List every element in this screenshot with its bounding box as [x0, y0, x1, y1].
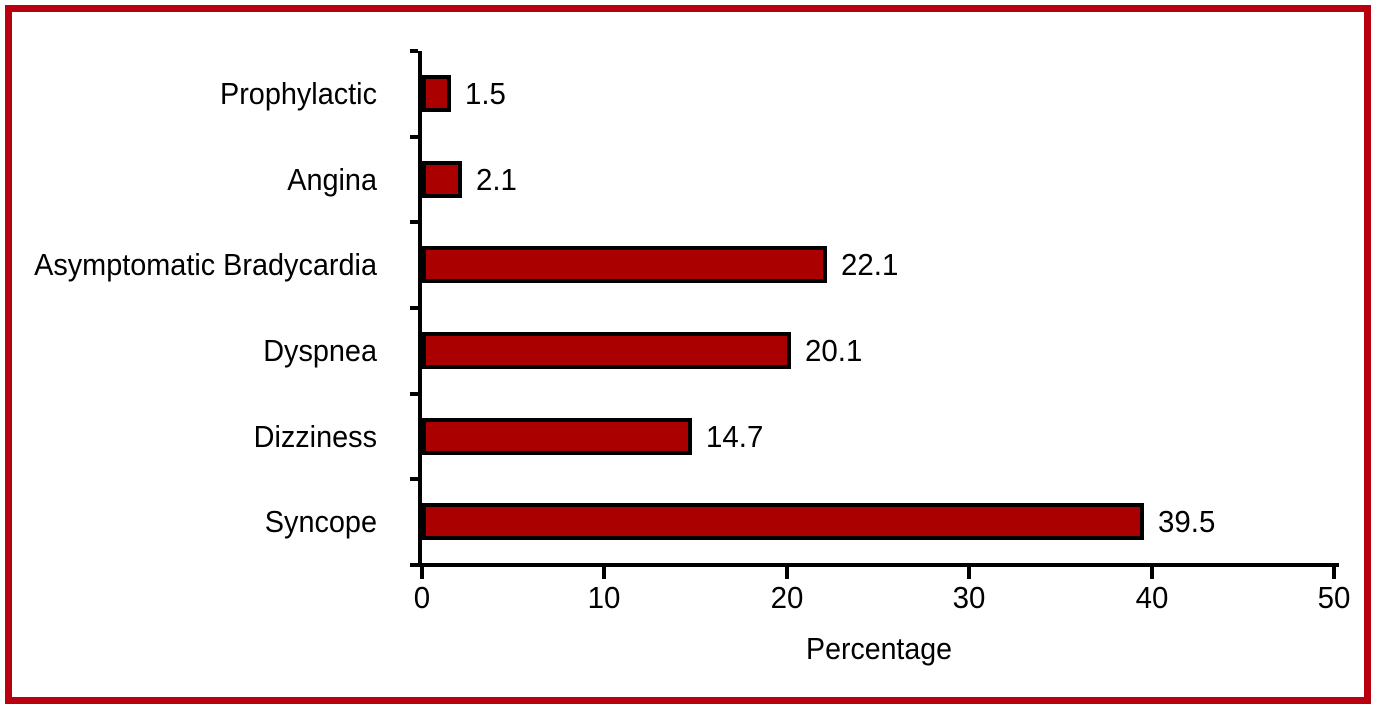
y-axis-tick [410, 391, 418, 396]
value-label: 2.1 [476, 161, 518, 197]
x-axis-tick [1332, 567, 1336, 579]
x-axis-tick [420, 567, 424, 579]
category-label: Prophylactic [219, 76, 377, 111]
y-axis-tick [410, 220, 418, 225]
y-axis-line [418, 51, 422, 567]
bar [422, 503, 1145, 541]
value-label: 22.1 [841, 247, 899, 283]
x-axis-tick [967, 567, 972, 579]
x-axis-tick [1149, 567, 1154, 579]
x-tick-label: 0 [413, 580, 431, 615]
bar [422, 246, 828, 284]
x-tick-label: 40 [1135, 580, 1168, 615]
x-tick-label: 10 [588, 580, 621, 615]
bar [422, 75, 452, 112]
y-axis-tick [410, 477, 418, 482]
x-axis-tick [602, 567, 607, 579]
x-axis-tick [784, 567, 789, 579]
bar [422, 417, 693, 455]
value-label: 39.5 [1158, 504, 1216, 540]
category-label: Angina [287, 161, 377, 197]
x-axis-title: Percentage [806, 631, 952, 666]
category-label: Syncope [264, 504, 377, 540]
bar [422, 332, 791, 369]
y-axis-tick [410, 134, 418, 139]
x-tick-label: 30 [952, 580, 986, 615]
category-label: Dizziness [253, 418, 377, 454]
value-label: 1.5 [465, 76, 507, 111]
y-axis-tick [410, 49, 418, 53]
x-tick-label: 50 [1317, 580, 1351, 615]
bar [422, 160, 463, 198]
figure-border [5, 5, 1371, 704]
value-label: 20.1 [804, 333, 862, 368]
x-axis-line [410, 563, 1339, 567]
x-tick-label: 20 [770, 580, 804, 615]
category-label: Asymptomatic Bradycardia [34, 247, 378, 283]
value-label: 14.7 [706, 418, 764, 454]
y-axis-tick [410, 306, 418, 310]
category-label: Dyspnea [263, 333, 377, 368]
